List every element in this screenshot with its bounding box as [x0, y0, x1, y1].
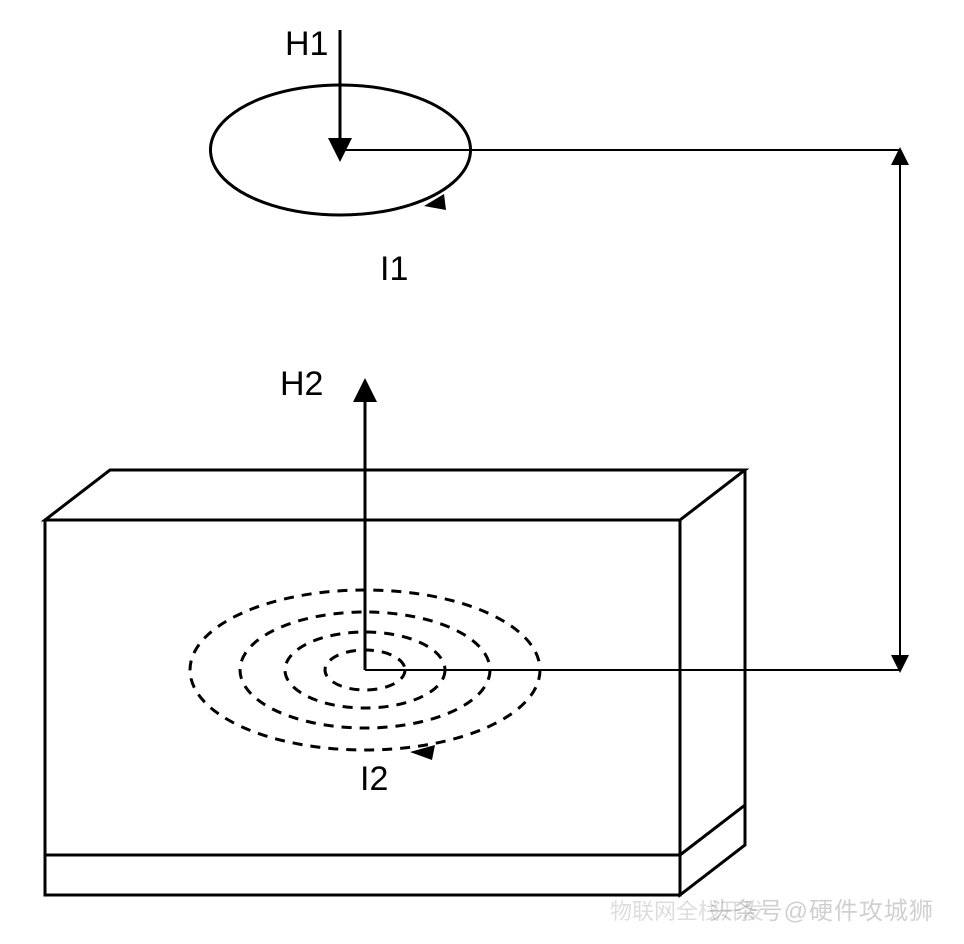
label-i1: I1	[380, 250, 408, 288]
label-i2: I2	[360, 760, 388, 798]
top-loop-arrowhead	[424, 194, 446, 210]
slab	[45, 470, 745, 895]
eddy-arrowhead	[410, 745, 435, 760]
slab-top-face	[45, 470, 745, 520]
slab-right-face	[680, 805, 745, 895]
label-h2: H2	[280, 365, 323, 403]
slab-front-face	[45, 855, 680, 895]
label-h1: H1	[285, 25, 328, 63]
